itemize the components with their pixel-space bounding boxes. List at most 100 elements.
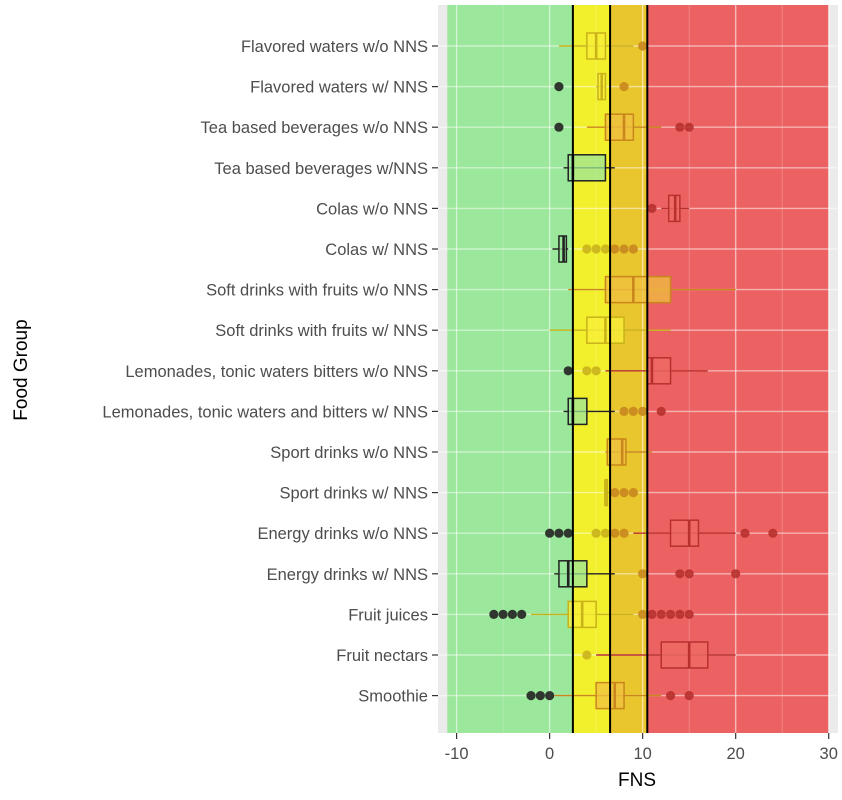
outlier-point <box>684 609 694 620</box>
outlier-point <box>582 650 592 660</box>
boxplot-row <box>568 275 736 304</box>
fns-zones <box>447 5 829 733</box>
outlier-point <box>563 528 573 538</box>
outlier-point <box>675 122 685 132</box>
outlier-point <box>638 41 648 51</box>
outlier-point <box>684 569 694 579</box>
outlier-point <box>675 609 685 620</box>
outlier-point <box>731 569 741 579</box>
y-tick-label: Energy drinks w/ NNS <box>267 566 428 584</box>
zone-3 <box>647 5 829 733</box>
y-axis: Flavored waters w/o NNS Flavored waters w… <box>102 38 438 706</box>
y-tick-label: Sport drinks w/ NNS <box>279 485 428 503</box>
boxplot-row <box>563 154 615 182</box>
y-tick-label: Soft drinks with fruits w/o NNS <box>206 282 428 300</box>
y-tick-label: Soft drinks with fruits w/ NNS <box>215 322 428 340</box>
x-tick-label: 30 <box>820 745 838 763</box>
outlier-point <box>545 528 555 538</box>
boxplot-row <box>549 316 671 344</box>
outlier-point <box>638 609 648 620</box>
outlier-point <box>740 528 750 538</box>
outlier-point <box>535 691 545 701</box>
x-axis-title: FNS <box>618 770 656 791</box>
outlier-point <box>554 528 564 538</box>
y-tick-label: Fruit juices <box>348 606 428 624</box>
outlier-point <box>498 609 508 620</box>
outlier-point <box>554 82 564 92</box>
outlier-point <box>675 569 685 579</box>
outlier-point <box>647 609 657 620</box>
x-axis: -10 0 10 20 30 <box>445 733 838 763</box>
boxplot-row <box>489 600 694 629</box>
y-tick-label: Smoothie <box>358 688 428 706</box>
y-tick-label: Sport drinks w/o NNS <box>270 444 428 462</box>
box <box>669 519 700 547</box>
outlier-point <box>768 528 778 538</box>
boxplot-row <box>552 235 638 263</box>
outlier-point <box>582 366 592 376</box>
outlier-point <box>545 691 555 701</box>
outlier-point <box>563 366 573 376</box>
boxplot-row <box>582 641 736 669</box>
y-tick-label: Tea based beverages w/NNS <box>214 160 428 178</box>
outlier-point <box>517 609 527 620</box>
x-tick-label: -10 <box>445 745 469 763</box>
y-tick-label: Lemonades, tonic waters and bitters w/ N… <box>102 403 428 421</box>
outlier-point <box>526 691 536 701</box>
outlier-point <box>647 203 657 213</box>
outlier-point <box>610 488 620 498</box>
boxplot-row <box>558 32 648 60</box>
boxplot-row <box>605 438 652 466</box>
outlier-point <box>619 244 629 254</box>
zone-0 <box>447 5 573 733</box>
x-tick-label: 10 <box>633 745 651 763</box>
outlier-point <box>665 691 676 701</box>
outlier-point <box>628 244 638 254</box>
outlier-point <box>610 244 620 254</box>
box <box>567 154 607 182</box>
box <box>660 641 709 669</box>
outlier-point <box>610 528 620 538</box>
x-tick-label: 0 <box>545 745 554 763</box>
y-tick-label: Tea based beverages w/o NNS <box>201 119 428 137</box>
y-tick-label: Flavored waters w/ NNS <box>250 79 428 97</box>
outlier-point <box>489 609 499 620</box>
box <box>604 275 672 304</box>
boxplot-row <box>563 357 708 385</box>
outlier-point <box>684 122 694 132</box>
outlier-point <box>638 569 648 579</box>
outlier-point <box>582 244 592 254</box>
outlier-point <box>684 691 694 701</box>
boxplot-row <box>604 478 638 507</box>
boxplot-row <box>554 72 629 101</box>
outlier-point <box>619 488 629 498</box>
x-tick-label: 20 <box>726 745 744 763</box>
outlier-point <box>656 406 666 416</box>
y-axis-title: Food Group <box>11 319 32 420</box>
boxplot-row <box>545 519 778 547</box>
outlier-point <box>619 528 629 538</box>
y-tick-label: Colas w/ NNS <box>325 241 428 259</box>
y-tick-label: Fruit nectars <box>336 647 428 665</box>
outlier-point <box>628 406 638 416</box>
outlier-point <box>656 609 666 620</box>
outlier-point <box>591 528 601 538</box>
boxplot-row <box>647 194 690 223</box>
outlier-point <box>591 366 601 376</box>
outlier-point <box>554 122 564 132</box>
outlier-point <box>507 609 518 620</box>
outlier-point <box>665 609 676 620</box>
y-tick-label: Flavored waters w/o NNS <box>241 38 428 56</box>
y-tick-label: Energy drinks w/o NNS <box>257 525 428 543</box>
outlier-point <box>600 244 611 254</box>
outlier-point <box>628 488 638 498</box>
boxplots <box>489 32 778 710</box>
outlier-point <box>619 82 629 92</box>
outlier-point <box>600 528 611 538</box>
y-tick-label: Lemonades, tonic waters bitters w/o NNS <box>125 363 428 381</box>
outlier-point <box>591 244 601 254</box>
y-tick-label: Colas w/o NNS <box>316 200 428 218</box>
threshold-lines <box>571 5 649 733</box>
box <box>567 397 588 426</box>
